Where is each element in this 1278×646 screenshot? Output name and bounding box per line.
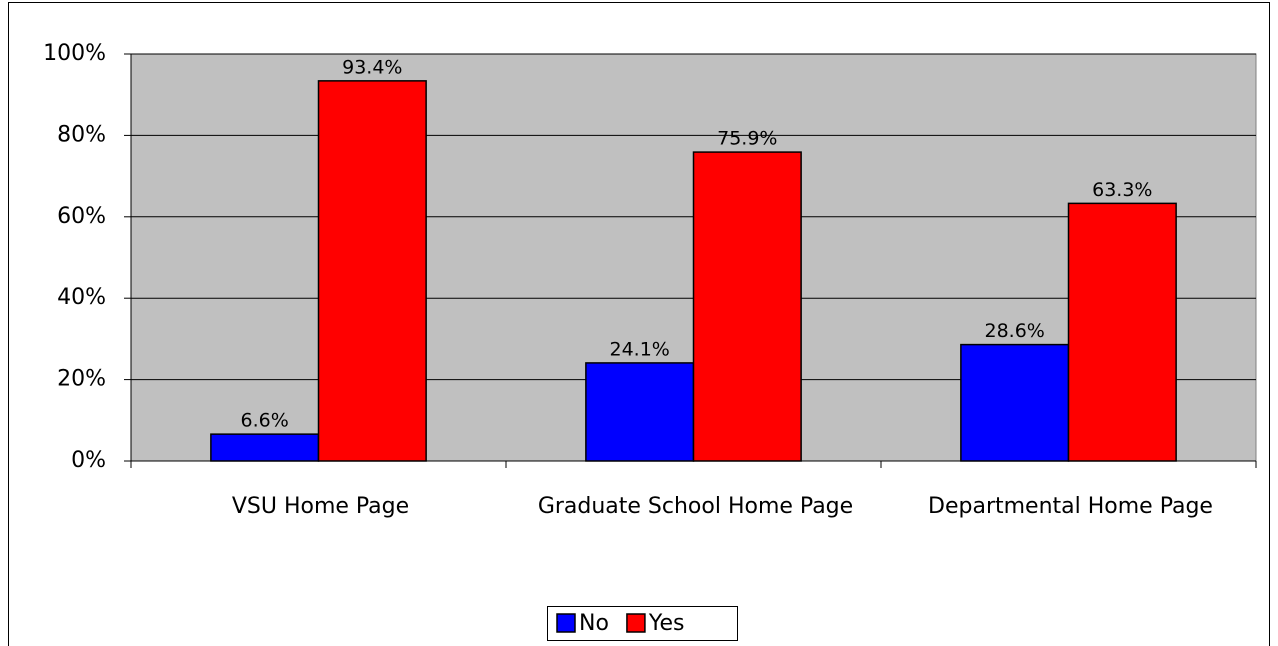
y-tick-label: 100% bbox=[43, 41, 106, 66]
data-label: 6.6% bbox=[241, 410, 289, 432]
legend-swatch bbox=[626, 613, 646, 633]
legend-box bbox=[547, 606, 738, 641]
bar bbox=[317, 80, 427, 462]
legend: No Yes bbox=[547, 606, 738, 641]
bar bbox=[960, 343, 1070, 462]
x-tick-label: Graduate School Home Page bbox=[537, 494, 854, 519]
y-tick-label: 20% bbox=[57, 367, 106, 392]
bar bbox=[585, 362, 695, 462]
data-label: 28.6% bbox=[985, 320, 1045, 342]
x-tick-label: VSU Home Page bbox=[231, 494, 410, 519]
data-label: 93.4% bbox=[342, 56, 402, 78]
data-label: 63.3% bbox=[1092, 179, 1152, 201]
data-label: 24.1% bbox=[610, 338, 670, 360]
bar bbox=[210, 433, 320, 462]
y-tick-label: 60% bbox=[57, 204, 106, 229]
y-tick-label: 0% bbox=[71, 448, 106, 473]
x-tick-label: Departmental Home Page bbox=[928, 494, 1213, 519]
y-tick-label: 40% bbox=[57, 285, 106, 310]
legend-swatch bbox=[556, 613, 576, 633]
data-label: 75.9% bbox=[717, 128, 777, 150]
legend-label: No bbox=[579, 611, 609, 636]
y-tick-label: 80% bbox=[57, 122, 106, 147]
bar bbox=[1067, 202, 1177, 462]
legend-label: Yes bbox=[648, 611, 685, 636]
bar bbox=[692, 151, 802, 462]
